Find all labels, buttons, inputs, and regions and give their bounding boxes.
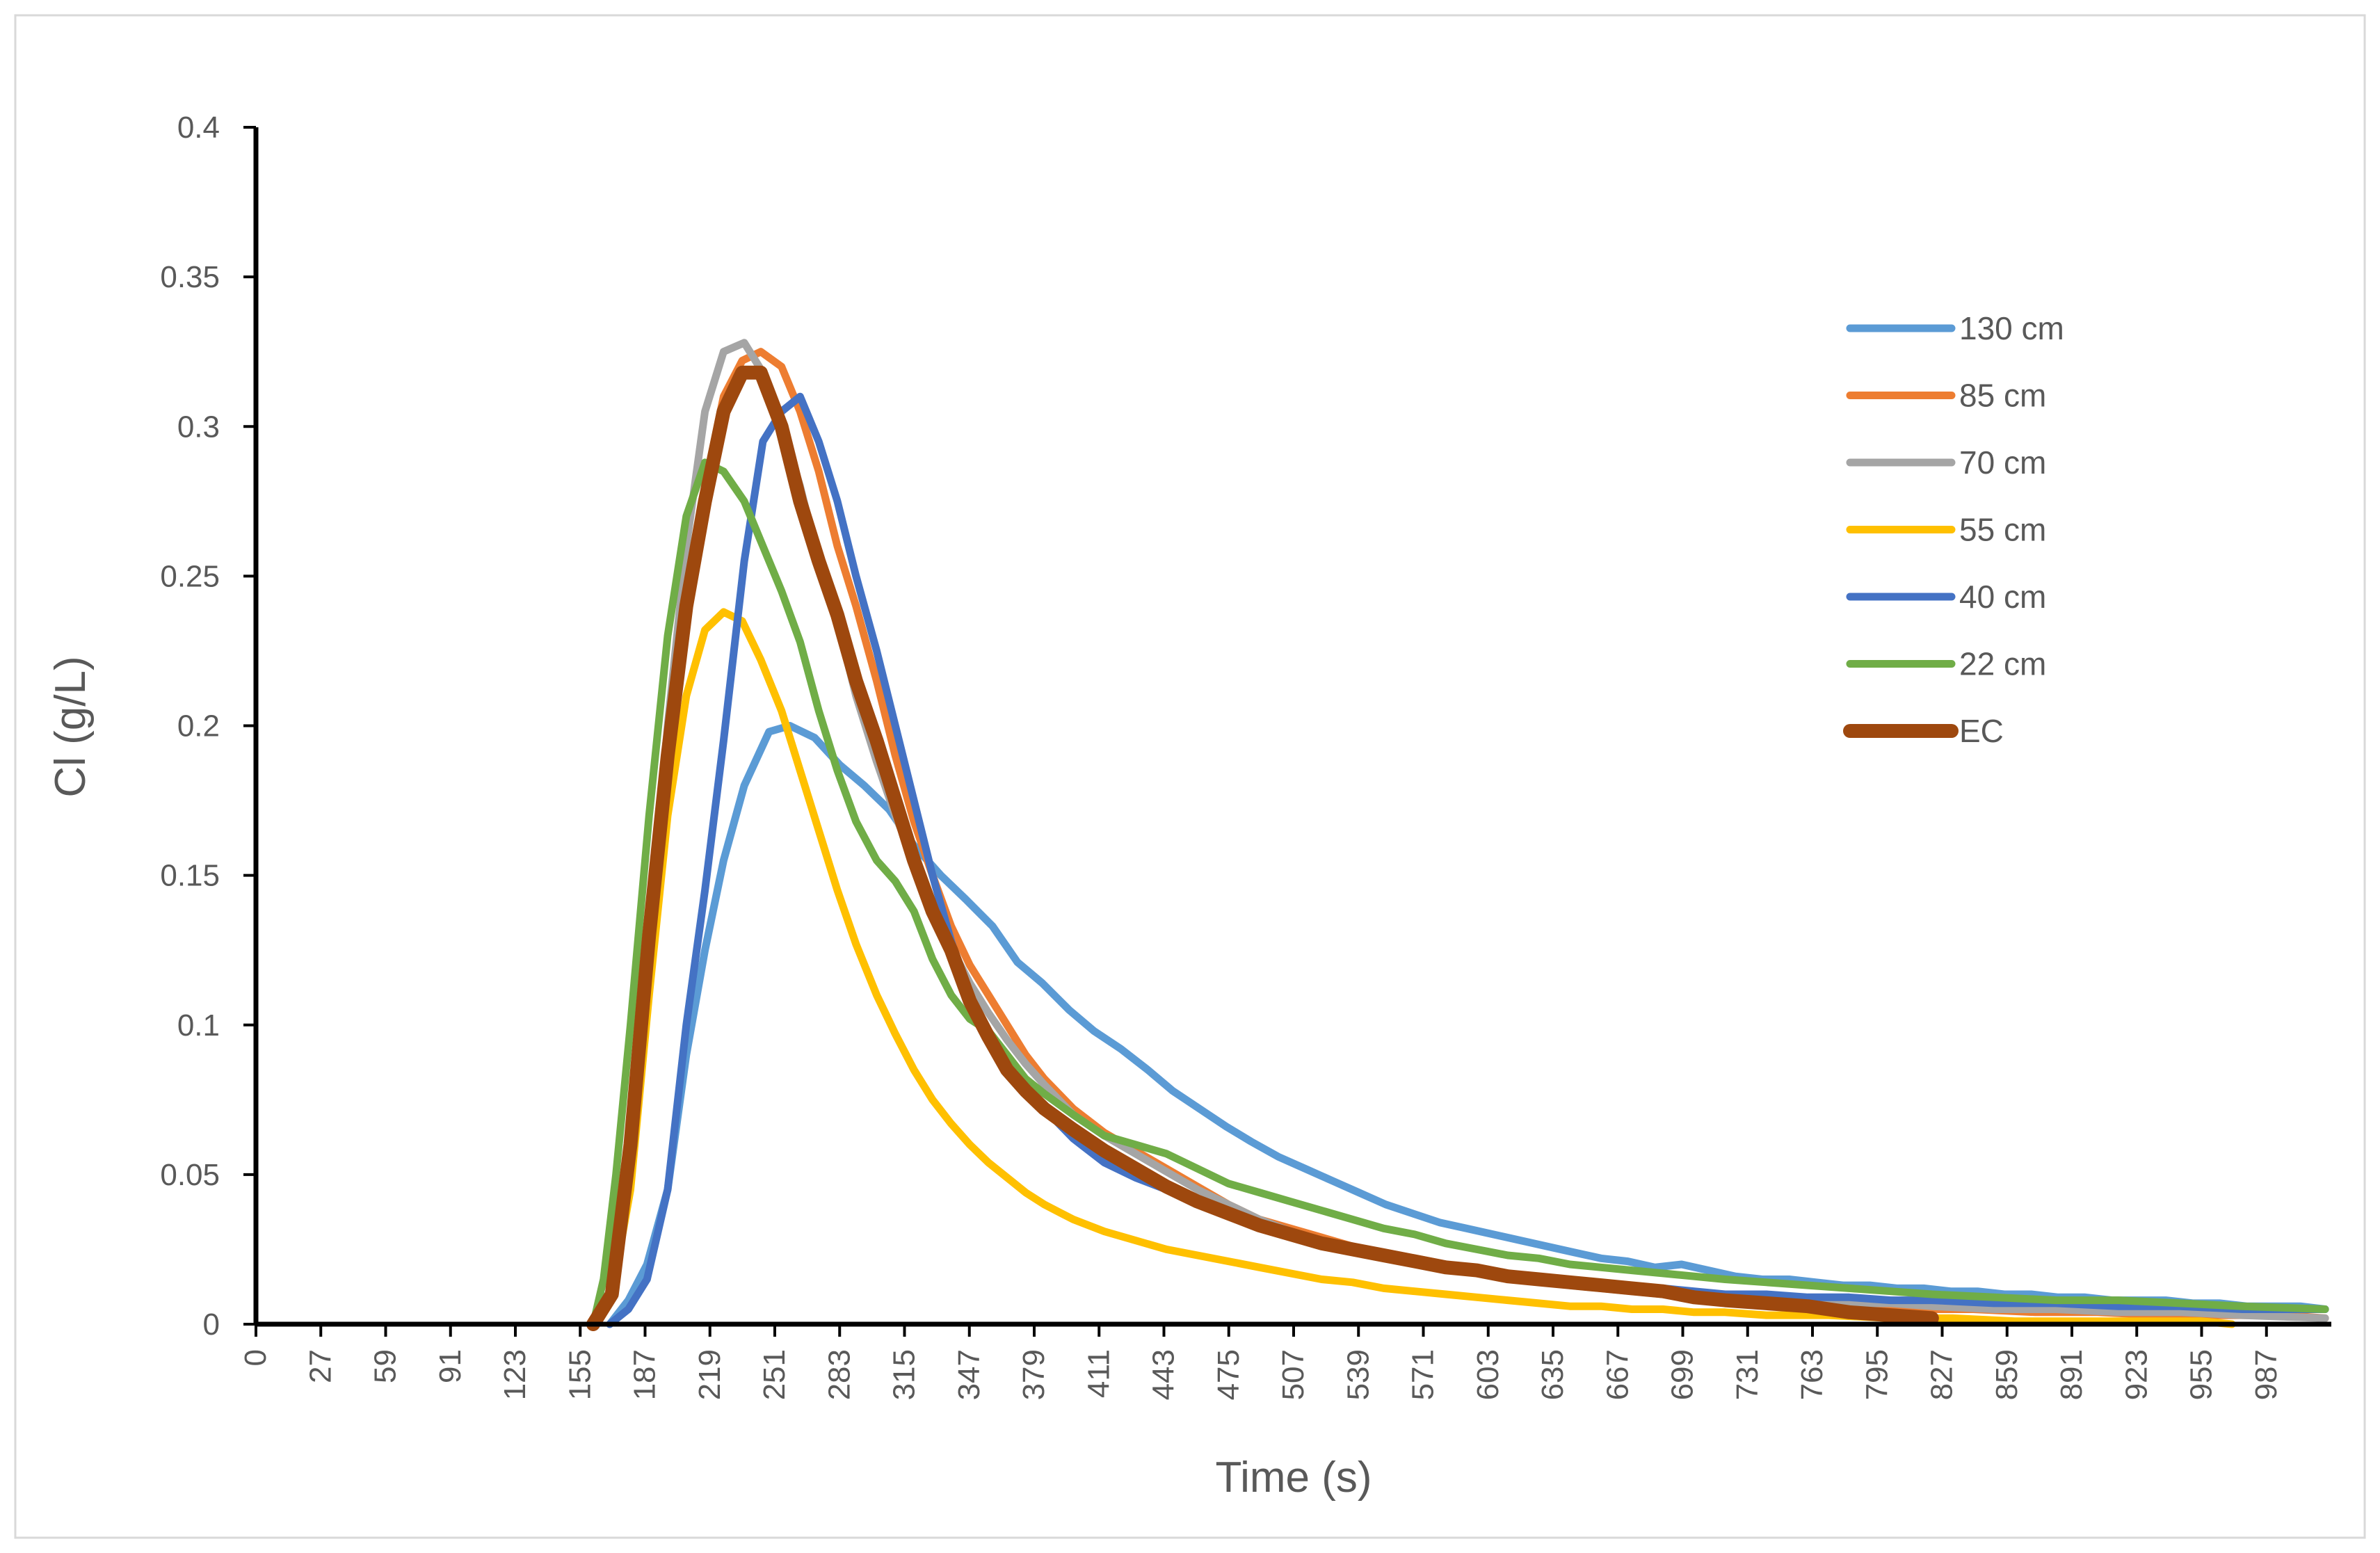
x-tick-label: 59 <box>369 1349 403 1383</box>
series-line-5 <box>589 458 2329 1328</box>
x-tick-label: 315 <box>887 1349 922 1400</box>
x-tick-label: 731 <box>1730 1349 1764 1400</box>
x-tick-label: 827 <box>1925 1349 1959 1400</box>
y-tick-label: 0.4 <box>177 111 220 145</box>
y-tick-label: 0.35 <box>160 260 220 294</box>
x-tick-label: 795 <box>1860 1349 1894 1400</box>
x-tick-label: 507 <box>1276 1349 1310 1400</box>
x-tick-label: 0 <box>239 1349 273 1366</box>
x-axis-title: Time (s) <box>1216 1454 1372 1502</box>
x-tick-label: 379 <box>1017 1349 1051 1400</box>
series-lines <box>586 339 2329 1331</box>
legend-label: 55 cm <box>1959 512 2046 548</box>
x-tick-label: 955 <box>2185 1349 2219 1400</box>
x-tick-label: 251 <box>757 1349 791 1400</box>
x-tick-label: 443 <box>1147 1349 1181 1400</box>
chart-border <box>14 14 2366 1539</box>
y-axis-title: Cl (g/L) <box>47 656 95 797</box>
x-tick-label: 91 <box>433 1349 467 1383</box>
x-tick-label: 923 <box>2119 1349 2153 1400</box>
x-axis-ticks: 0 27 59 91 123 155 187 219 251 283 315 347 379 411 443… <box>239 1324 2283 1400</box>
x-tick-label: 987 <box>2249 1349 2283 1400</box>
y-tick-label: 0.3 <box>177 410 220 444</box>
x-tick-label: 155 <box>563 1349 597 1400</box>
x-tick-label: 539 <box>1341 1349 1375 1400</box>
x-tick-label: 603 <box>1471 1349 1505 1400</box>
x-tick-label: 123 <box>498 1349 532 1400</box>
legend-label: 85 cm <box>1959 378 2046 414</box>
x-tick-label: 283 <box>822 1349 856 1400</box>
y-tick-label: 0.25 <box>160 559 220 593</box>
x-tick-label: 187 <box>628 1349 662 1400</box>
x-tick-label: 571 <box>1406 1349 1440 1400</box>
legend-label: 70 cm <box>1959 444 2046 481</box>
x-tick-label: 859 <box>1990 1349 2024 1400</box>
legend-label: EC <box>1959 713 2004 749</box>
legend: 130 cm 85 cm 70 cm 55 cm 40 cm 22 cm EC <box>1843 310 2064 749</box>
series-line-6 <box>586 365 1939 1331</box>
y-tick-label: 0.1 <box>177 1008 220 1043</box>
x-tick-label: 219 <box>693 1349 727 1400</box>
x-tick-label: 27 <box>303 1349 337 1383</box>
legend-label: 130 cm <box>1959 310 2064 346</box>
x-tick-label: 699 <box>1666 1349 1700 1400</box>
x-tick-label: 891 <box>2055 1349 2089 1400</box>
y-tick-label: 0.15 <box>160 859 220 893</box>
x-tick-label: 635 <box>1536 1349 1570 1400</box>
legend-label: 40 cm <box>1959 579 2046 615</box>
y-tick-label: 0 <box>203 1307 220 1342</box>
series-line-0 <box>606 722 2329 1328</box>
y-tick-label: 0.2 <box>177 709 220 743</box>
x-tick-label: 667 <box>1600 1349 1634 1400</box>
y-axis-ticks: 0 0.05 0.1 0.15 0.2 0.25 0.3 0.35 0.4 <box>160 111 256 1342</box>
series-line-3 <box>589 608 2236 1328</box>
x-tick-label: 475 <box>1212 1349 1246 1400</box>
y-tick-label: 0.05 <box>160 1158 220 1192</box>
legend-label: 22 cm <box>1959 646 2046 682</box>
x-tick-label: 411 <box>1082 1349 1116 1398</box>
x-tick-label: 763 <box>1795 1349 1829 1400</box>
x-tick-label: 347 <box>952 1349 986 1400</box>
